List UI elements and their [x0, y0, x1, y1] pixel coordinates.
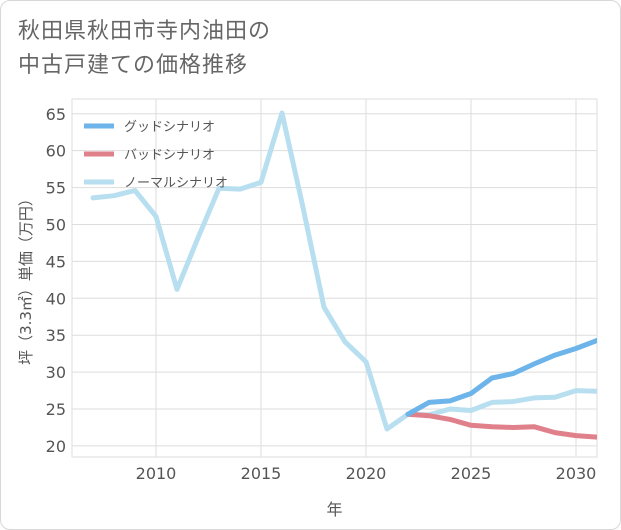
series-line-0 [405, 337, 597, 417]
chart-title-line1: 秋田県秋田市寺内油田の [18, 19, 272, 44]
y-tick-label: 20 [46, 437, 66, 456]
chart-title-line2: 中古戸建ての価格推移 [18, 53, 249, 78]
y-tick-label: 45 [46, 252, 66, 271]
x-axis-label: 年 [326, 500, 342, 519]
x-tick-label: 2020 [346, 464, 387, 483]
y-tick-label: 30 [46, 363, 66, 382]
y-tick-label: 50 [46, 215, 66, 234]
y-tick-label: 65 [46, 105, 66, 124]
x-tick-label: 2015 [241, 464, 282, 483]
legend-label: ノーマルシナリオ [124, 176, 228, 191]
y-tick-label: 40 [46, 289, 66, 308]
y-axis-label: 坪（3.3㎡）単価（万円） [17, 191, 35, 365]
series-line-1 [405, 411, 597, 440]
x-tick-label: 2010 [136, 464, 177, 483]
chart-title: 秋田県秋田市寺内油田の 中古戸建ての価格推移 [18, 15, 271, 83]
plot-area [71, 98, 598, 458]
y-tick-label: 25 [46, 400, 66, 419]
legend-label: グッドシナリオ [124, 120, 215, 135]
series-line-2 [90, 110, 597, 432]
y-tick-label: 35 [46, 326, 66, 345]
x-tick-label: 2025 [451, 464, 492, 483]
y-tick-label: 55 [46, 179, 66, 198]
y-tick-label: 60 [46, 142, 66, 161]
legend-label: バッドシナリオ [124, 148, 215, 163]
x-tick-label: 2030 [556, 464, 597, 483]
